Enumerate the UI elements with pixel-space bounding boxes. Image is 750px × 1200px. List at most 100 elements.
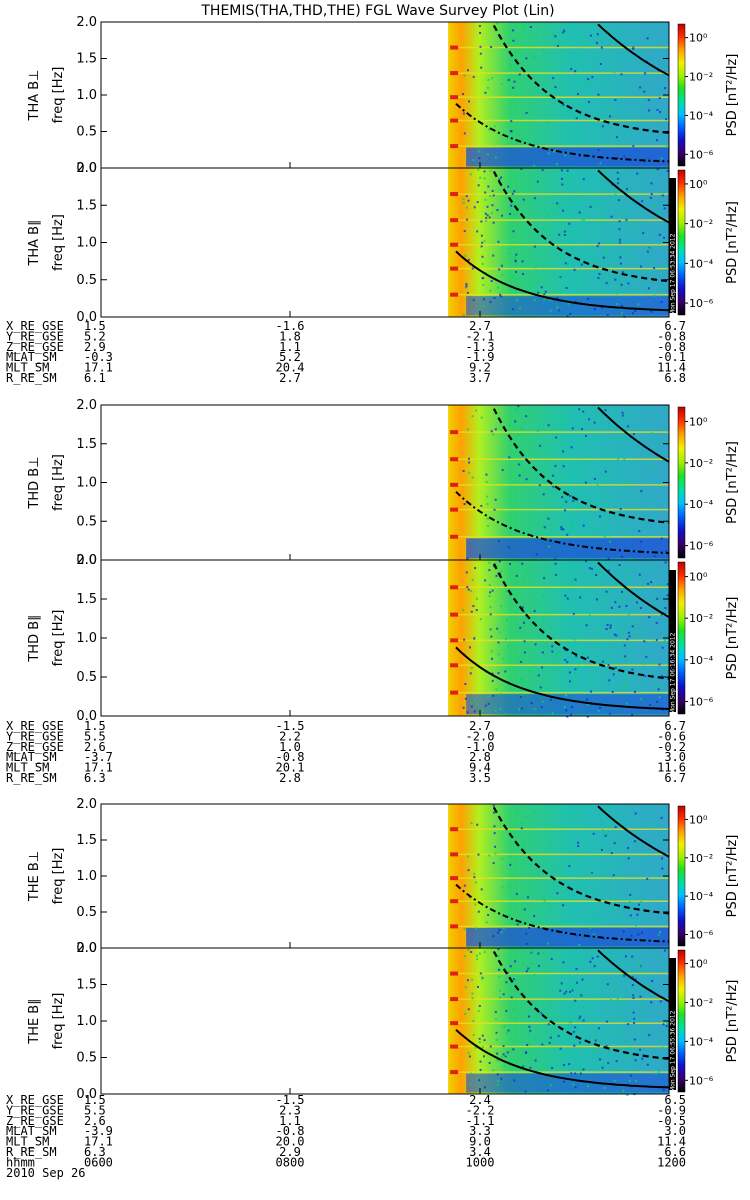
noise-speckle [661,1046,664,1049]
noise-speckle [622,1089,625,1092]
y-tick-label: 2.0 [76,161,97,176]
y-tick-label: 2.0 [76,15,97,30]
noise-speckle [468,457,470,460]
noise-speckle [648,197,651,200]
noise-speckle [599,515,601,518]
noise-speckle [512,86,515,89]
noise-speckle [533,811,535,814]
noise-speckle [659,1000,662,1003]
noise-speckle [657,1039,660,1042]
noise-speckle [547,152,550,155]
noise-speckle [631,976,634,979]
noise-speckle [463,503,466,505]
noise-speckle [552,642,555,645]
noise-speckle [476,597,478,600]
noise-speckle [473,710,476,713]
noise-speckle [577,212,580,214]
noise-speckle [604,470,607,473]
noise-speckle [486,205,489,208]
noise-speckle [599,571,602,574]
panel-label: THA B⊥ [27,70,42,122]
noise-speckle [480,888,483,891]
noise-speckle [500,295,503,298]
ephemeris-value: -0.5 [657,1114,686,1128]
noise-speckle [577,665,580,668]
ephemeris-value: 1.1 [279,340,301,354]
noise-speckle [638,530,641,532]
noise-speckle [614,601,617,604]
noise-speckle [639,607,642,609]
noise-speckle [466,711,469,714]
ephemeris-value: 2.8 [279,771,301,785]
colorbar-tick-label: 10⁻⁴ [689,498,714,511]
noise-speckle [496,1059,499,1062]
noise-speckle [653,173,655,175]
noise-speckle [620,73,623,76]
noise-speckle [566,597,569,600]
noise-speckle [531,183,534,186]
noise-speckle [498,178,501,181]
noise-speckle [558,211,561,214]
noise-speckle [643,160,646,163]
noise-speckle [601,208,604,211]
noise-speckle [664,239,667,242]
noise-speckle [494,1011,497,1014]
noise-speckle [470,610,473,613]
noise-speckle [463,638,466,641]
noise-speckle [495,1031,498,1034]
noise-speckle [574,671,577,674]
noise-speckle [632,1011,635,1014]
noise-speckle [490,650,493,653]
noise-speckle [479,32,482,34]
noise-speckle [618,286,621,289]
noise-speckle [630,934,633,937]
noise-speckle [609,626,612,629]
creation-stamp: Mon Sep 17 06:53:34 2012 [670,233,677,315]
mid-frequency-curve [492,806,670,915]
noise-speckle [499,996,501,999]
ephemeris-value: 11.4 [657,361,686,375]
noise-speckle [626,1054,629,1057]
noise-speckle [504,638,507,641]
noise-speckle [632,994,635,997]
colorbar-tick-label: 10⁰ [689,958,708,971]
noise-speckle [637,933,640,936]
noise-speckle [464,683,467,685]
noise-speckle [494,845,497,848]
noise-speckle [516,923,519,926]
noise-speckle [493,832,496,835]
ephemeris-value: 9.2 [469,361,491,375]
noise-speckle [644,72,647,75]
y-tick-label: 0.0 [76,310,97,325]
noise-speckle [598,643,601,646]
noise-speckle [634,691,636,693]
low-frequency-curve [455,250,670,312]
noise-speckle [582,652,585,655]
noise-speckle [613,60,616,63]
ephemeris-value: 3.5 [469,771,491,785]
noise-speckle [653,294,656,297]
noise-speckle [547,942,550,945]
noise-speckle [622,436,625,439]
noise-speckle [622,596,625,599]
noise-speckle [647,287,650,290]
noise-speckle [596,1057,599,1060]
noise-speckle [615,115,618,118]
colorbar-tick-label: 10⁻⁶ [689,928,714,941]
ephemeris-value: -0.9 [657,1103,686,1117]
ephemeris-row-name: MLT_SM [6,361,49,375]
noise-speckle [626,577,629,580]
noise-speckle [504,1055,507,1058]
noise-speckle [604,171,607,174]
panel-the-perp: 0.0 0.5 1.0 1.5 2.0 THE B⊥ freq [Hz] 10⁰ 10⁻² 10⁻… [27,797,740,956]
noise-speckle [521,693,524,696]
noise-speckle [519,626,522,629]
noise-speckle [492,694,495,697]
noise-speckle [469,1083,472,1086]
noise-speckle [563,992,566,995]
noise-speckle [481,255,484,258]
noise-speckle [597,709,600,712]
noise-speckle [472,1034,475,1036]
noise-speckle [600,176,603,179]
noise-speckle [569,680,571,683]
